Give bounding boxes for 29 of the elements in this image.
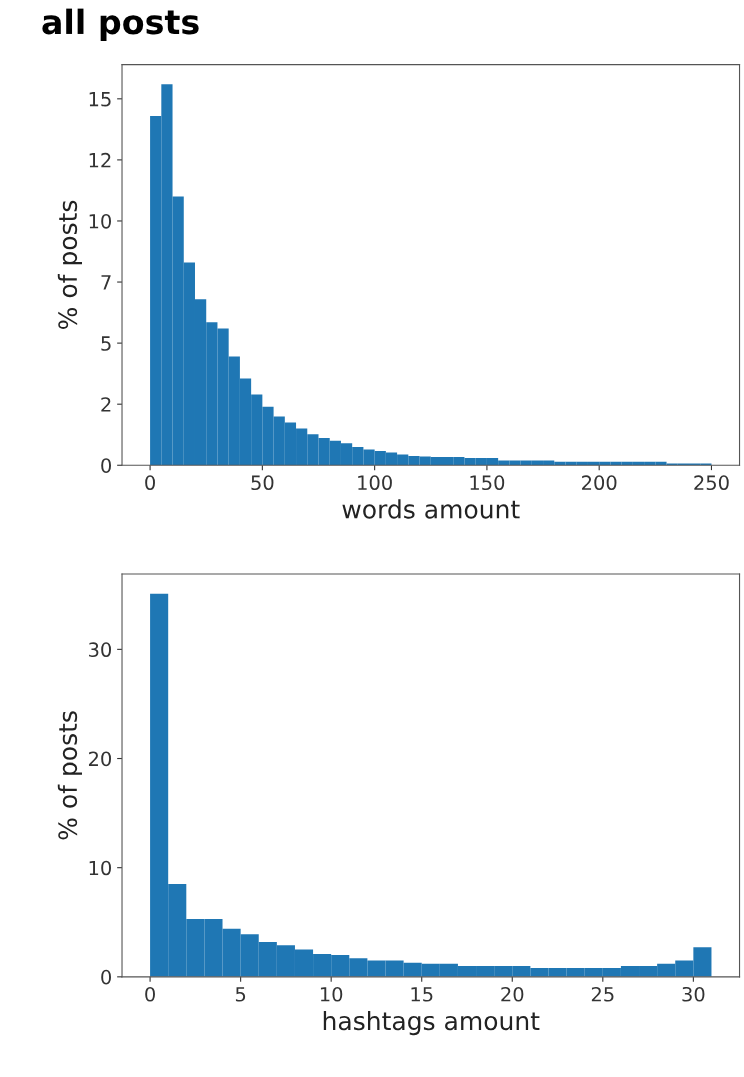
y-tick-label: 12	[89, 152, 111, 168]
x-tick-label: 10	[320, 986, 343, 1002]
y-tick-label: 2	[101, 397, 111, 412]
y-tick-label: 10	[89, 860, 111, 876]
chart-title: all posts	[42, 8, 199, 41]
y-axis-title: % of posts	[57, 711, 82, 840]
y-tick-label: 20	[88, 751, 111, 767]
y-tick-label: 30	[89, 642, 111, 658]
x-tick-label: 0	[145, 986, 155, 1002]
x-tick-label: 200	[582, 475, 617, 491]
x-tick-label: 250	[694, 475, 729, 491]
x-axis-title: hashtags amount	[323, 1010, 540, 1036]
y-tick-label: 7	[101, 275, 111, 290]
y-tick-label: 15	[89, 92, 111, 107]
x-tick-label: 5	[235, 987, 246, 1002]
x-tick-label: 25	[591, 986, 614, 1002]
x-tick-label: 15	[411, 987, 433, 1002]
y-tick-label: 0	[101, 458, 111, 473]
x-tick-label: 30	[682, 986, 705, 1002]
x-tick-label: 0	[145, 475, 155, 491]
y-tick-label: 10	[89, 213, 111, 229]
x-tick-label: 20	[501, 986, 524, 1002]
y-tick-label: 0	[101, 969, 111, 985]
x-tick-label: 150	[470, 475, 505, 491]
x-tick-label: 50	[251, 475, 274, 491]
y-axis-title: % of posts	[57, 200, 82, 329]
y-tick-label: 5	[101, 336, 111, 351]
x-axis-title: words amount	[342, 499, 520, 519]
x-tick-label: 100	[358, 475, 392, 491]
